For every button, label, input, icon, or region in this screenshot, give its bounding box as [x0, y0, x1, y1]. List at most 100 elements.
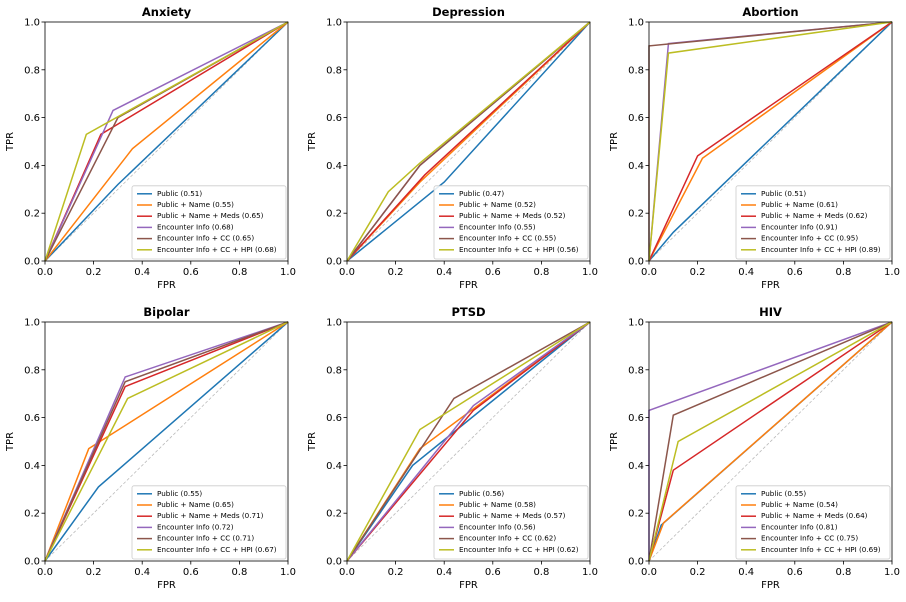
legend-box — [433, 185, 589, 260]
y-tick-label: 1.0 — [628, 18, 644, 29]
y-tick-label: 0.4 — [326, 161, 342, 172]
roc-curve — [346, 321, 591, 562]
legend-label: Public + Name (0.55) — [157, 200, 234, 209]
x-tick-label: 0.6 — [787, 567, 803, 578]
chance-line — [346, 21, 591, 262]
legend-label: Encounter Info + CC (0.95) — [761, 234, 858, 243]
chart-title: Anxiety — [142, 5, 192, 19]
legend-label: Encounter Info + CC (0.71) — [157, 534, 254, 543]
y-axis-label: TPR — [307, 432, 318, 452]
roc-curve — [44, 321, 289, 562]
legend-label: Encounter Info (0.72) — [157, 522, 234, 531]
y-tick-label: 0.8 — [326, 365, 342, 376]
y-tick-label: 0.0 — [326, 557, 342, 568]
legend-label: Encounter Info + CC + HPI (0.89) — [761, 245, 881, 254]
x-tick-label: 0.0 — [339, 267, 355, 278]
y-tick-label: 0.4 — [628, 161, 644, 172]
roc-curve — [346, 21, 591, 262]
y-tick-label: 0.2 — [24, 509, 40, 520]
roc-curve — [648, 21, 893, 262]
chance-line — [44, 21, 289, 262]
y-tick-label: 0.2 — [628, 509, 644, 520]
chance-line — [648, 321, 893, 562]
x-tick-label: 0.6 — [485, 267, 501, 278]
roc-curve — [346, 321, 591, 562]
y-tick-label: 0.2 — [628, 209, 644, 220]
legend-label: Public (0.55) — [761, 489, 806, 498]
plot-frame — [346, 21, 591, 262]
roc-curve — [44, 21, 289, 262]
x-tick-label: 0.2 — [690, 267, 706, 278]
y-tick-label: 0.6 — [326, 413, 342, 424]
x-tick-label: 0.8 — [533, 267, 549, 278]
legend-label: Encounter Info (0.91) — [761, 222, 838, 231]
legend-label: Public + Name (0.54) — [761, 500, 838, 509]
roc-curve — [346, 21, 591, 262]
x-tick-label: 1.0 — [582, 567, 598, 578]
legend-label: Encounter Info (0.68) — [157, 222, 234, 231]
legend-box — [131, 485, 287, 560]
x-axis-label: FPR — [761, 580, 780, 591]
x-tick-label: 1.0 — [582, 267, 598, 278]
legend-label: Public + Name + Meds (0.64) — [761, 511, 868, 520]
y-axis-label: TPR — [5, 132, 16, 152]
roc-curve — [44, 321, 289, 562]
y-tick-label: 0.2 — [24, 209, 40, 220]
chart-title: Abortion — [742, 5, 798, 19]
x-tick-label: 0.8 — [533, 567, 549, 578]
legend-label: Encounter Info + CC (0.75) — [761, 534, 858, 543]
y-tick-label: 0.6 — [628, 413, 644, 424]
y-tick-label: 0.8 — [628, 65, 644, 76]
legend-label: Encounter Info + CC + HPI (0.69) — [761, 545, 881, 554]
x-tick-label: 0.2 — [690, 567, 706, 578]
legend-label: Encounter Info (0.81) — [761, 522, 838, 531]
roc-curve — [44, 21, 289, 262]
legend-label: Public + Name + Meds (0.65) — [157, 211, 264, 220]
roc-curve — [44, 321, 289, 562]
y-tick-label: 0.2 — [326, 209, 342, 220]
roc-curve — [44, 21, 289, 262]
y-tick-label: 0.8 — [628, 365, 644, 376]
legend-label: Encounter Info + CC (0.55) — [459, 234, 556, 243]
y-tick-label: 0.4 — [628, 461, 644, 472]
y-axis-label: TPR — [609, 132, 620, 152]
x-tick-label: 0.4 — [738, 567, 754, 578]
plot-frame — [648, 21, 893, 262]
legend-label: Public (0.56) — [459, 489, 504, 498]
x-axis-label: FPR — [761, 280, 780, 291]
chance-line — [346, 321, 591, 562]
x-tick-label: 0.8 — [835, 267, 851, 278]
legend-label: Encounter Info + CC (0.65) — [157, 234, 254, 243]
x-tick-label: 1.0 — [884, 267, 900, 278]
y-tick-label: 0.4 — [24, 161, 40, 172]
chart-title: Bipolar — [143, 305, 190, 319]
x-tick-label: 0.0 — [339, 567, 355, 578]
y-tick-label: 0.8 — [24, 365, 40, 376]
x-axis-label: FPR — [157, 580, 176, 591]
legend-label: Encounter Info + CC + HPI (0.67) — [157, 545, 277, 554]
x-tick-label: 1.0 — [280, 267, 296, 278]
roc-curve — [44, 321, 289, 562]
y-tick-label: 0.6 — [24, 413, 40, 424]
x-tick-label: 0.2 — [86, 567, 102, 578]
legend-label: Encounter Info (0.55) — [459, 222, 536, 231]
legend-box — [131, 185, 287, 260]
legend-label: Public (0.47) — [459, 189, 504, 198]
legend-label: Public + Name (0.52) — [459, 200, 536, 209]
x-axis-label: FPR — [459, 280, 478, 291]
plot-frame — [346, 321, 591, 562]
x-tick-label: 0.6 — [787, 267, 803, 278]
x-tick-label: 0.0 — [641, 567, 657, 578]
y-tick-label: 0.8 — [326, 65, 342, 76]
legend-box — [433, 485, 589, 560]
legend-label: Public + Name (0.61) — [761, 200, 838, 209]
x-tick-label: 0.0 — [641, 267, 657, 278]
legend-label: Public + Name + Meds (0.57) — [459, 511, 566, 520]
x-tick-label: 0.8 — [231, 567, 247, 578]
roc-curve — [648, 21, 893, 262]
chance-line — [648, 21, 893, 262]
roc-curve — [346, 321, 591, 562]
y-tick-label: 1.0 — [24, 18, 40, 29]
x-tick-label: 0.4 — [134, 267, 150, 278]
x-tick-label: 0.2 — [388, 567, 404, 578]
